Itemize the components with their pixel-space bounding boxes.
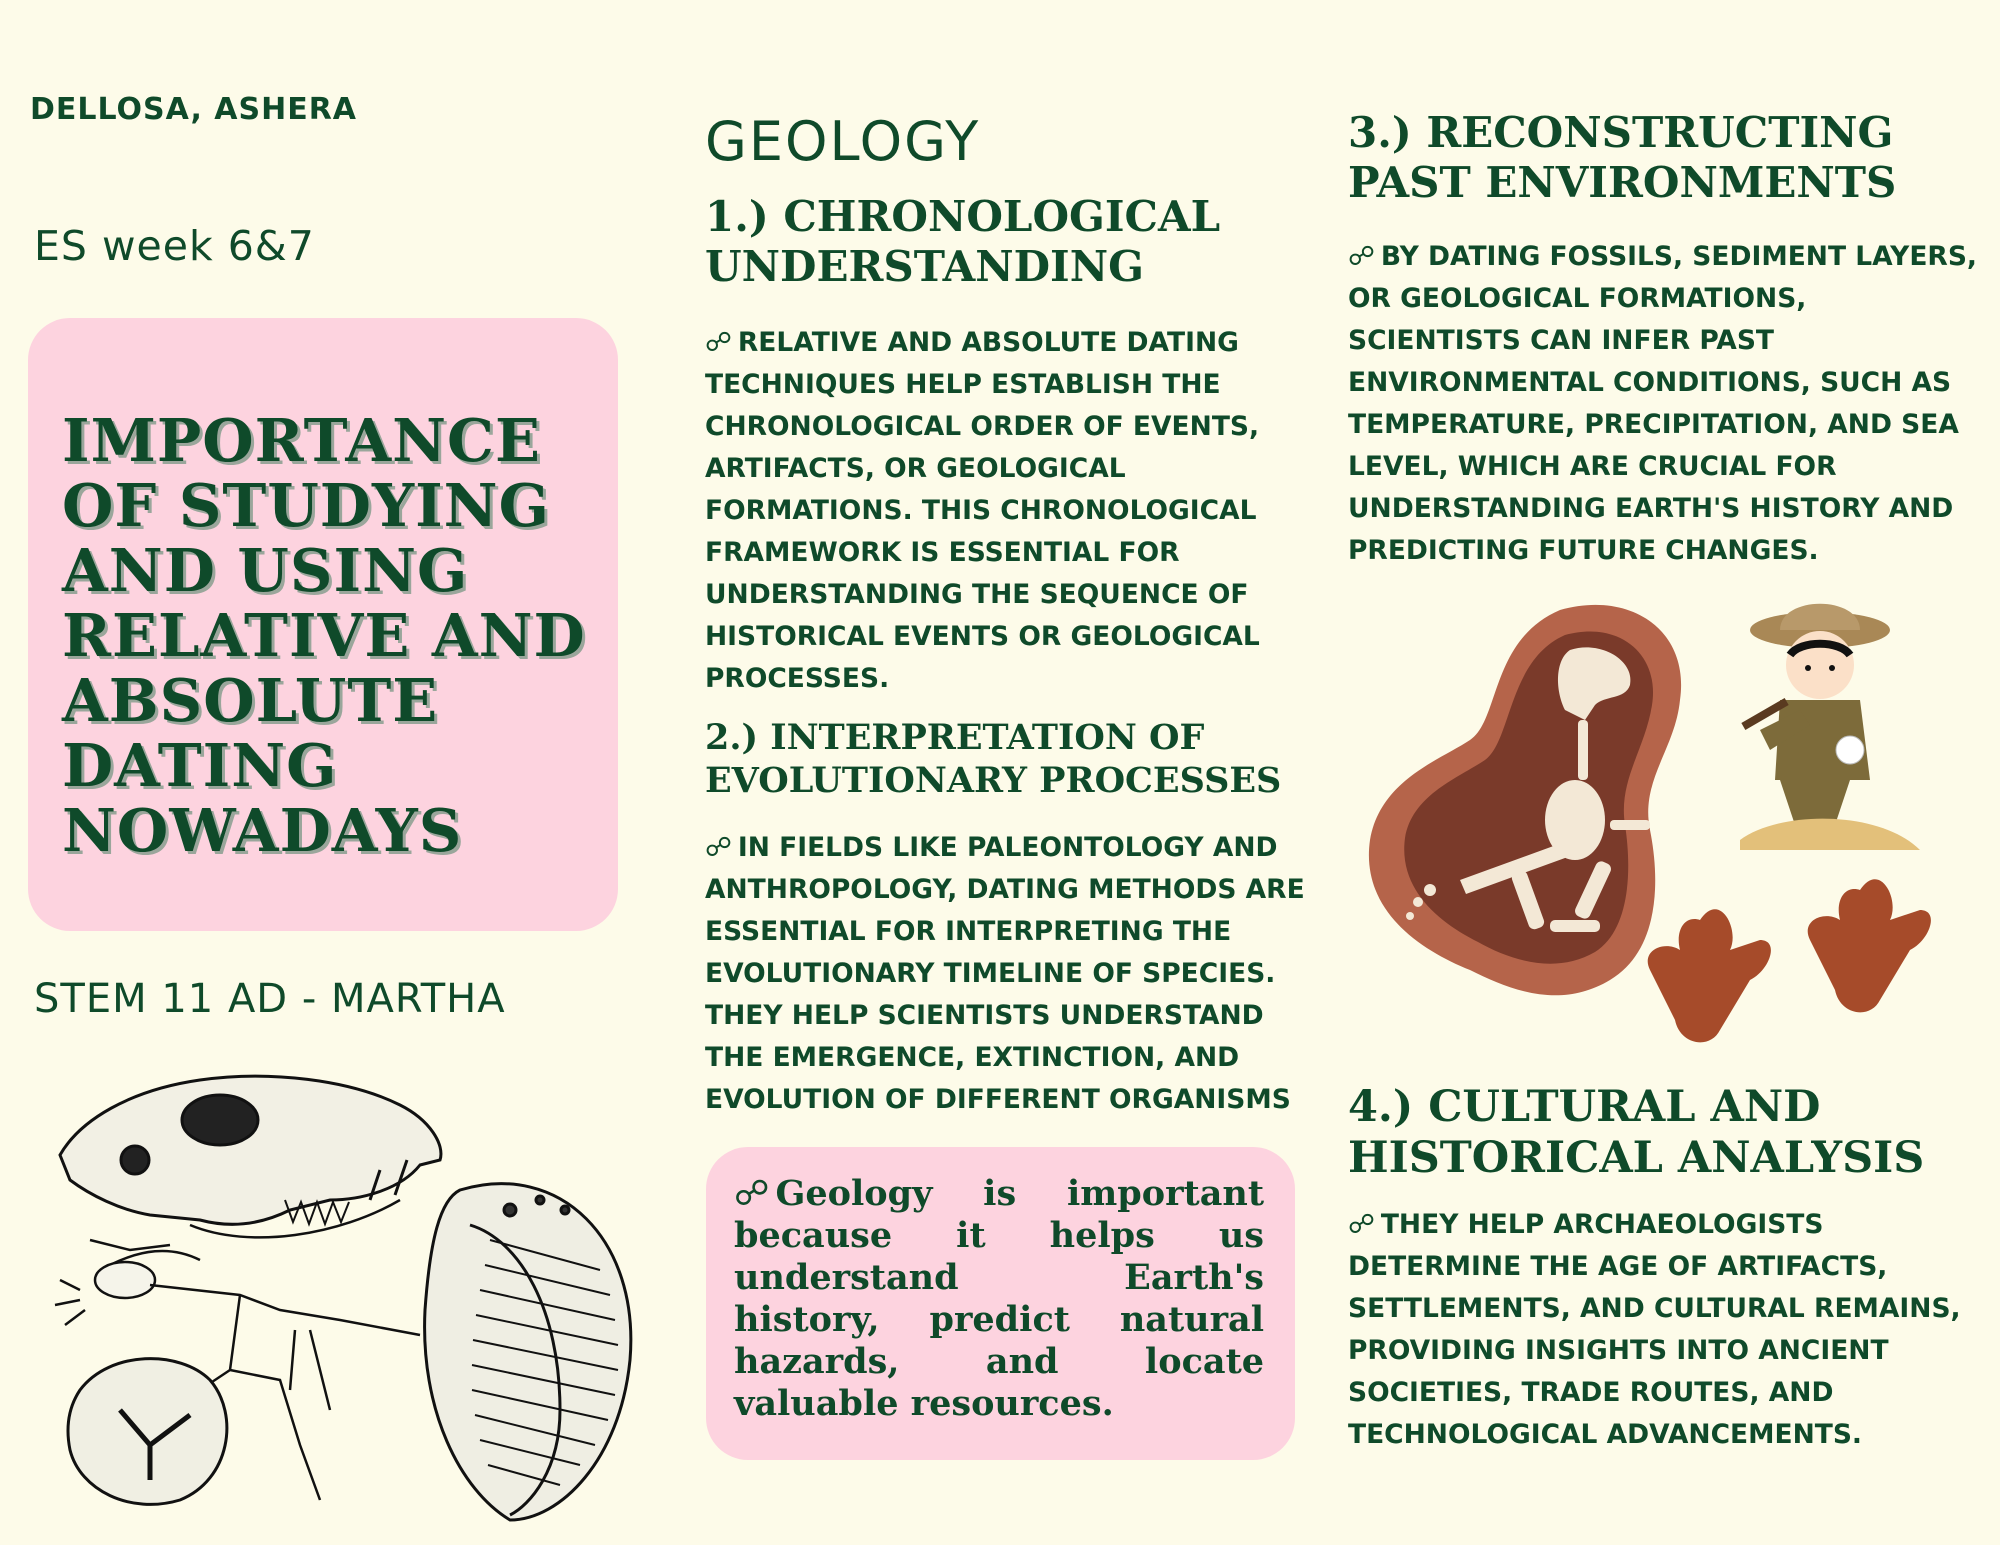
main-title: IMPORTANCE OF STUDYING AND USING RELATIV… (62, 406, 586, 865)
note-body: Geology is important because it helps us… (734, 1173, 1264, 1424)
section-2-heading: 2.) INTERPRETATION OF EVOLUTIONARY PROCE… (705, 717, 1282, 801)
section-3-heading: 3.) RECONSTRUCTING PAST ENVIRONMENTS (1348, 108, 1897, 207)
link-icon: ☍ (705, 327, 732, 358)
note-text: ☍ Geology is important because it helps u… (734, 1173, 1264, 1425)
student-name: DELLOSA, ASHERA (30, 92, 358, 127)
link-icon: ☍ (705, 832, 732, 863)
section-4-text: THEY HELP ARCHAEOLOGISTS DETERMINE THE A… (1348, 1209, 1961, 1450)
footprints-icon (1647, 879, 1931, 1043)
footprint-fossil-icon (66, 1357, 229, 1506)
section-3-body: ☍ BY DATING FOSSILS, SEDIMENT LAYERS, OR … (1348, 236, 1978, 572)
section-1-heading: 1.) CHRONOLOGICAL UNDERSTANDING (705, 192, 1221, 291)
section-4-body: ☍ THEY HELP ARCHAEOLOGISTS DETERMINE THE … (1348, 1204, 1978, 1456)
skull-icon (58, 1074, 443, 1239)
class-section: STEM 11 AD - MARTHA (34, 976, 506, 1022)
dinosaur-dig-illustration (1368, 603, 1931, 1043)
link-icon: ☍ (1348, 1209, 1375, 1240)
section-2-body: ☍ IN FIELDS LIKE PALEONTOLOGY AND ANTHROP… (705, 827, 1305, 1121)
skeleton-icon (54, 1238, 421, 1501)
section-1-body: ☍ RELATIVE AND ABSOLUTE DATING TECHNIQUES… (705, 322, 1305, 700)
section-2-text: IN FIELDS LIKE PALEONTOLOGY AND ANTHROPO… (705, 832, 1305, 1115)
subject-week: ES week 6&7 (34, 222, 315, 270)
field-title: GEOLOGY (705, 110, 981, 173)
section-3-text: BY DATING FOSSILS, SEDIMENT LAYERS, OR G… (1348, 241, 1977, 566)
section-4-heading: 4.) CULTURAL AND HISTORICAL ANALYSIS (1348, 1082, 1925, 1183)
archaeologist-icon (1740, 603, 1920, 850)
dinosaur-fossil-icon (1368, 604, 1682, 996)
title-box: IMPORTANCE OF STUDYING AND USING RELATIV… (28, 318, 618, 931)
note-box: ☍ Geology is important because it helps u… (706, 1147, 1295, 1460)
section-1-text: RELATIVE AND ABSOLUTE DATING TECHNIQUES … (705, 327, 1260, 694)
link-icon: ☍ (734, 1174, 770, 1214)
link-icon: ☍ (1348, 241, 1375, 272)
trilobite-icon (423, 1182, 633, 1522)
fossil-illustration (54, 1074, 633, 1522)
